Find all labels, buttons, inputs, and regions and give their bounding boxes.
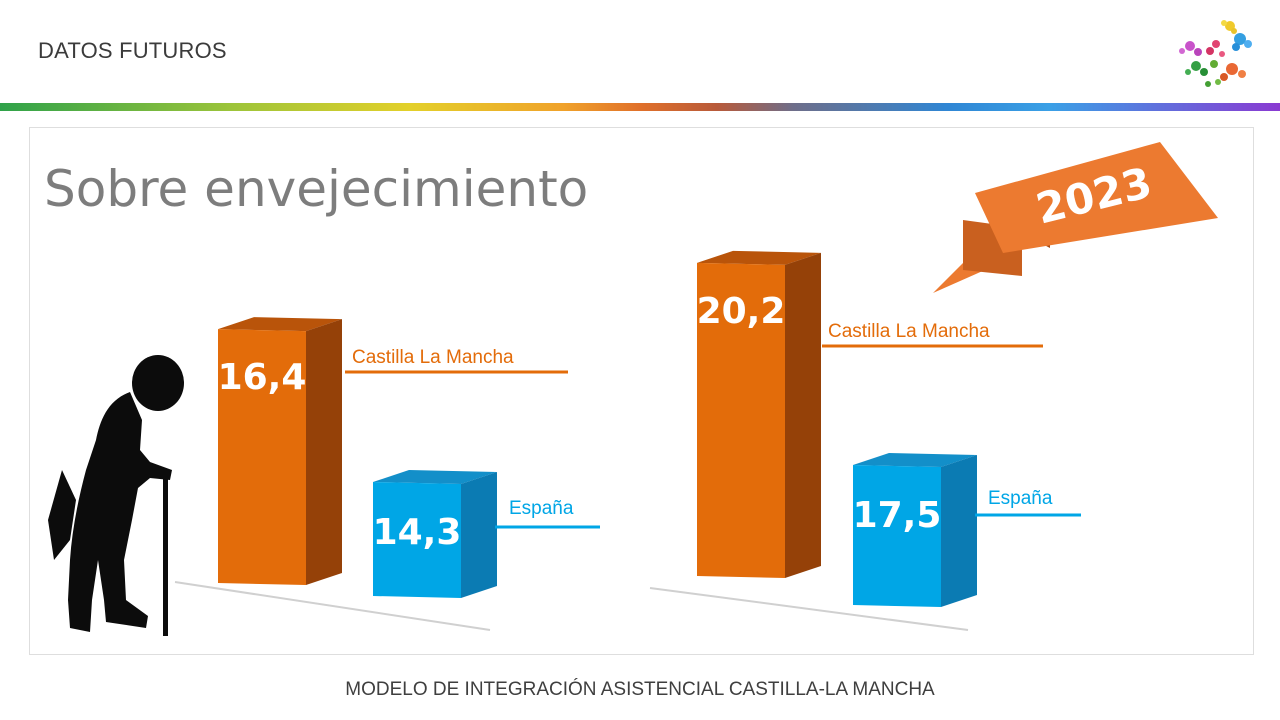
bar-front <box>218 329 306 585</box>
category-label: España <box>509 498 574 519</box>
bar-front <box>373 481 461 598</box>
chart-floor-line <box>649 587 969 631</box>
category-label: Castilla La Mancha <box>352 347 514 368</box>
bar-side <box>785 252 821 578</box>
slide-title: Sobre envejecimiento <box>44 160 589 218</box>
bar-side <box>941 455 977 607</box>
bar-side <box>461 471 497 598</box>
header-title: DATOS FUTUROS <box>38 38 227 63</box>
bar-value-label: 20,2 <box>697 291 786 332</box>
bar-front <box>697 262 785 578</box>
year-ribbon: 2023 <box>933 142 1218 293</box>
bar-value-label: 17,5 <box>853 495 942 536</box>
bar-value-label: 16,4 <box>218 357 307 398</box>
bar-top <box>218 317 342 332</box>
logo-icon <box>1179 20 1252 87</box>
bar-value-label: 14,3 <box>373 512 462 553</box>
rainbow-divider <box>0 103 1280 111</box>
category-label: España <box>988 488 1053 509</box>
chart-floor-line <box>174 581 491 631</box>
bar-side <box>306 319 342 585</box>
bar-castilla: 16,4 <box>218 317 342 585</box>
bar-top <box>373 469 497 484</box>
elderly-person-icon <box>48 355 184 636</box>
footer-text: MODELO DE INTEGRACIÓN ASISTENCIAL CASTIL… <box>345 679 935 700</box>
bar-top <box>697 250 821 265</box>
bar-espana: 14,3 <box>373 469 497 598</box>
category-label: Castilla La Mancha <box>828 321 990 342</box>
bar-castilla: 20,2 <box>697 250 821 578</box>
bar-espana: 17,5 <box>853 453 977 607</box>
bar-front <box>853 465 941 607</box>
bar-top <box>853 453 977 468</box>
